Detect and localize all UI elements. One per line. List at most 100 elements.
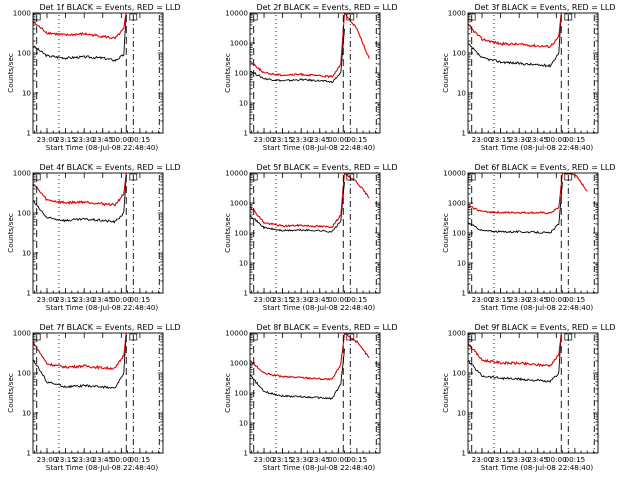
x-tick-label: 23:45 (92, 135, 113, 144)
y-tick-label: 10000 (225, 329, 248, 338)
y-axis-label: Counts/sec (223, 53, 232, 93)
interval-box-marker (564, 173, 573, 181)
y-axis-label: Counts/sec (441, 213, 450, 253)
lld-series-line (468, 13, 562, 49)
chart-title: Det 2f BLACK = Events, RED = LLD (256, 3, 397, 12)
y-axis-label: Counts/sec (6, 373, 15, 413)
interval-box-marker (346, 13, 355, 21)
interval-box-marker (129, 13, 138, 21)
x-tick-label: 23:00 (254, 295, 275, 304)
events-series-line (33, 174, 127, 224)
x-tick-label: 23:15 (490, 455, 511, 464)
y-tick-label: 1000 (230, 199, 249, 208)
chart-title: Det 8f BLACK = Events, RED = LLD (256, 323, 397, 332)
y-tick-label: 1 (26, 129, 31, 138)
lld-series-line (250, 173, 370, 229)
x-tick-label: 00:00 (328, 295, 349, 304)
y-axis-label: Counts/sec (6, 53, 15, 93)
x-tick-label: 23:30 (291, 295, 312, 304)
x-tick-label: 23:00 (254, 135, 275, 144)
y-tick-label: 1000 (230, 359, 249, 368)
x-tick-label: 00:15 (347, 295, 368, 304)
x-tick-label: 23:30 (509, 295, 530, 304)
lld-series-line (468, 333, 562, 368)
interval-box-marker (346, 173, 355, 181)
x-axis-label: Start Time (08-Jul-08 22:48:40) (263, 303, 376, 312)
x-tick-label: 23:30 (74, 135, 95, 144)
lld-series-line (33, 13, 127, 40)
y-tick-label: 1 (461, 129, 466, 138)
y-tick-label: 1 (461, 289, 466, 298)
x-tick-label: 23:30 (74, 295, 95, 304)
interval-box-marker (564, 333, 573, 341)
chart-panel-1: Det 1f BLACK = Events, RED = LLD 1 10 100 10… (6, 3, 181, 152)
y-tick-label: 10 (457, 89, 467, 98)
x-axis-label: Start Time (08-Jul-08 22:48:40) (46, 143, 159, 152)
x-axis-label: Start Time (08-Jul-08 22:48:40) (481, 143, 594, 152)
chart-title: Det 7f BLACK = Events, RED = LLD (39, 323, 180, 332)
chart-title: Det 3f BLACK = Events, RED = LLD (474, 3, 615, 12)
x-tick-label: 23:15 (272, 455, 293, 464)
x-tick-label: 00:15 (347, 455, 368, 464)
x-tick-label: 23:15 (272, 135, 293, 144)
events-series-line (468, 14, 562, 69)
y-tick-label: 1 (243, 289, 248, 298)
x-tick-label: 23:15 (55, 295, 76, 304)
x-axis-label: Start Time (08-Jul-08 22:48:40) (263, 463, 376, 472)
x-tick-label: 23:45 (92, 455, 113, 464)
y-tick-label: 10000 (225, 169, 248, 178)
x-tick-label: 23:30 (509, 455, 530, 464)
events-series-line (468, 181, 563, 234)
interval-box-marker (564, 13, 573, 21)
x-axis-label: Start Time (08-Jul-08 22:48:40) (263, 143, 376, 152)
y-tick-label: 10 (22, 409, 32, 418)
y-tick-label: 10 (239, 259, 249, 268)
events-series-line (250, 181, 345, 233)
interval-box-marker (129, 173, 138, 181)
x-tick-label: 23:15 (490, 295, 511, 304)
y-tick-label: 100 (452, 229, 466, 238)
x-tick-label: 00:15 (130, 295, 151, 304)
x-tick-label: 23:45 (309, 455, 330, 464)
y-axis-label: Counts/sec (223, 213, 232, 253)
y-axis-label: Counts/sec (441, 373, 450, 413)
x-tick-label: 23:45 (309, 295, 330, 304)
x-tick-label: 23:30 (291, 455, 312, 464)
y-tick-label: 10 (457, 259, 467, 268)
x-axis-label: Start Time (08-Jul-08 22:48:40) (481, 303, 594, 312)
y-tick-label: 1 (243, 449, 248, 458)
plot-frame (32, 172, 164, 294)
x-tick-label: 23:45 (92, 295, 113, 304)
y-tick-label: 10 (239, 99, 249, 108)
y-tick-label: 100 (452, 369, 466, 378)
y-tick-label: 100 (17, 49, 31, 58)
x-tick-label: 00:15 (565, 135, 586, 144)
chart-panel-8: Det 8f BLACK = Events, RED = LLD 1 10 100 10… (223, 323, 398, 472)
chart-title: Det 9f BLACK = Events, RED = LLD (474, 323, 615, 332)
x-tick-label: 23:00 (472, 455, 493, 464)
x-tick-label: 00:15 (130, 455, 151, 464)
x-tick-label: 23:00 (37, 135, 58, 144)
y-tick-label: 100 (234, 69, 248, 78)
plot-frame (467, 172, 599, 294)
x-tick-label: 23:45 (309, 135, 330, 144)
x-tick-label: 00:00 (546, 455, 567, 464)
y-tick-label: 10000 (443, 169, 466, 178)
chart-title: Det 4f BLACK = Events, RED = LLD (39, 163, 180, 172)
plot-frame (249, 172, 381, 294)
x-tick-label: 00:00 (328, 455, 349, 464)
y-tick-label: 10 (22, 89, 32, 98)
y-tick-label: 1000 (13, 329, 32, 338)
y-tick-label: 1000 (448, 329, 467, 338)
y-tick-label: 10 (457, 409, 467, 418)
plot-frame (32, 12, 164, 134)
chart-panel-7: Det 7f BLACK = Events, RED = LLD 1 10 100 10… (6, 323, 181, 472)
x-tick-label: 00:15 (347, 135, 368, 144)
chart-panel-6: Det 6f BLACK = Events, RED = LLD 1 10 100 10… (441, 163, 616, 312)
x-tick-label: 23:45 (527, 455, 548, 464)
y-axis-label: Counts/sec (223, 373, 232, 413)
y-tick-label: 10000 (225, 9, 248, 18)
events-series-line (33, 334, 127, 390)
